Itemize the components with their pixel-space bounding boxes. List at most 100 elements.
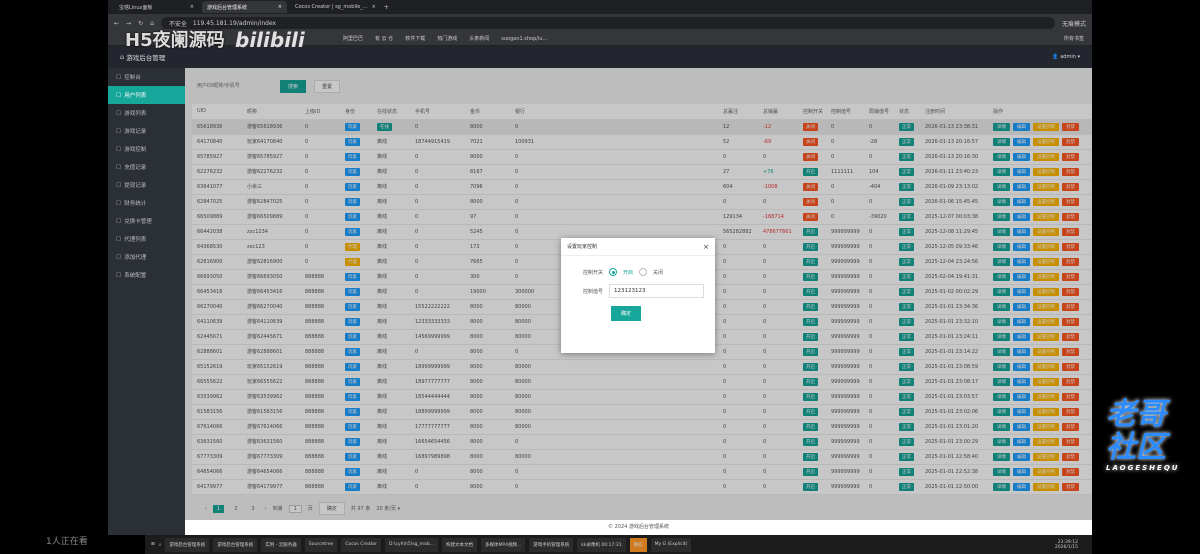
detail-button[interactable]: 详情: [993, 452, 1010, 461]
edit-button[interactable]: 编辑: [1013, 482, 1030, 491]
ban-button[interactable]: 封禁: [1062, 422, 1079, 431]
ban-button[interactable]: 封禁: [1062, 302, 1079, 311]
ban-button[interactable]: 封禁: [1062, 287, 1079, 296]
confirm-button[interactable]: 确定: [611, 306, 642, 321]
radio-off[interactable]: [639, 268, 648, 276]
ban-button[interactable]: 封禁: [1062, 362, 1079, 371]
edit-button[interactable]: 编辑: [1013, 122, 1030, 131]
edit-button[interactable]: 编辑: [1013, 377, 1030, 386]
edit-button[interactable]: 编辑: [1013, 137, 1030, 146]
control-switch-badge[interactable]: 开启: [803, 377, 818, 386]
detail-button[interactable]: 详情: [993, 197, 1010, 206]
ban-button[interactable]: 封禁: [1062, 137, 1079, 146]
search-input[interactable]: [197, 79, 272, 93]
detail-button[interactable]: 详情: [993, 302, 1010, 311]
ban-button[interactable]: 封禁: [1062, 272, 1079, 281]
detail-button[interactable]: 详情: [993, 122, 1010, 131]
ban-button[interactable]: 封禁: [1062, 482, 1079, 491]
detail-button[interactable]: 详情: [993, 317, 1010, 326]
sidebar-item[interactable]: ▢ 系统配置: [108, 266, 185, 284]
tab-admin[interactable]: 游戏后台管理系统 ×: [202, 1, 287, 13]
detail-button[interactable]: 详情: [993, 212, 1010, 221]
next-page[interactable]: ›: [264, 505, 267, 512]
detail-button[interactable]: 详情: [993, 437, 1010, 446]
edit-button[interactable]: 编辑: [1013, 362, 1030, 371]
edit-button[interactable]: 编辑: [1013, 197, 1030, 206]
bookmark[interactable]: suogan1.shop/lu...: [501, 35, 548, 42]
detail-button[interactable]: 详情: [993, 332, 1010, 341]
detail-button[interactable]: 详情: [993, 152, 1010, 161]
set-control-button[interactable]: 设置控制: [1033, 122, 1059, 131]
url-input[interactable]: 不安全 119.45.181.19/admin/index: [160, 17, 1055, 29]
taskbar-item[interactable]: 微信: [629, 537, 647, 552]
control-switch-badge[interactable]: 关闭: [803, 137, 818, 146]
sidebar-item[interactable]: ▢ 提现记录: [108, 176, 185, 194]
control-switch-badge[interactable]: 开启: [803, 272, 818, 281]
detail-button[interactable]: 详情: [993, 392, 1010, 401]
detail-button[interactable]: 详情: [993, 182, 1010, 191]
taskbar-item[interactable]: 多媒体MP4视频...: [480, 537, 526, 552]
control-switch-badge[interactable]: 开启: [803, 467, 818, 476]
set-control-button[interactable]: 设置控制: [1033, 152, 1059, 161]
control-switch-badge[interactable]: 开启: [803, 242, 818, 251]
control-switch-badge[interactable]: 开启: [803, 437, 818, 446]
set-control-button[interactable]: 设置控制: [1033, 302, 1059, 311]
sidebar-item[interactable]: ▢ 游戏记录: [108, 122, 185, 140]
sidebar-item[interactable]: ▢ 添加代理: [108, 248, 185, 266]
edit-button[interactable]: 编辑: [1013, 167, 1030, 176]
page-1[interactable]: 1: [213, 504, 225, 513]
detail-button[interactable]: 详情: [993, 257, 1010, 266]
set-control-button[interactable]: 设置控制: [1033, 287, 1059, 296]
ban-button[interactable]: 封禁: [1062, 257, 1079, 266]
edit-button[interactable]: 编辑: [1013, 437, 1030, 446]
control-switch-badge[interactable]: 关闭: [803, 197, 818, 206]
edit-button[interactable]: 编辑: [1013, 227, 1030, 236]
set-control-button[interactable]: 设置控制: [1033, 467, 1059, 476]
home-icon[interactable]: ⌂: [150, 19, 154, 27]
taskbar-item[interactable]: Sourcetree: [304, 537, 338, 552]
radio-on[interactable]: [609, 268, 618, 276]
control-value-input[interactable]: 123123123: [609, 284, 705, 298]
detail-button[interactable]: 详情: [993, 137, 1010, 146]
detail-button[interactable]: 详情: [993, 467, 1010, 476]
bookmark[interactable]: 热门游戏: [437, 36, 458, 42]
edit-button[interactable]: 编辑: [1013, 302, 1030, 311]
detail-button[interactable]: 详情: [993, 407, 1010, 416]
control-switch-badge[interactable]: 开启: [803, 452, 818, 461]
ban-button[interactable]: 封禁: [1062, 392, 1079, 401]
ban-button[interactable]: 封禁: [1062, 242, 1079, 251]
control-switch-badge[interactable]: 开启: [803, 227, 818, 236]
ban-button[interactable]: 封禁: [1062, 437, 1079, 446]
ban-button[interactable]: 封禁: [1062, 197, 1079, 206]
close-icon[interactable]: ×: [189, 4, 194, 10]
control-switch-badge[interactable]: 开启: [803, 407, 818, 416]
per-page-select[interactable]: 20 条/页 ▾: [376, 506, 401, 512]
taskbar-item[interactable]: 构建文本文档: [441, 537, 477, 552]
ban-button[interactable]: 封禁: [1062, 317, 1079, 326]
set-control-button[interactable]: 设置控制: [1033, 137, 1059, 146]
control-switch-badge[interactable]: 开启: [803, 362, 818, 371]
reload-icon[interactable]: ↻: [138, 19, 144, 27]
page-2[interactable]: 2: [234, 505, 238, 512]
search-icon[interactable]: ⌕: [158, 542, 162, 548]
control-switch-badge[interactable]: 开启: [803, 482, 818, 491]
ban-button[interactable]: 封禁: [1062, 122, 1079, 131]
set-control-button[interactable]: 设置控制: [1033, 317, 1059, 326]
set-control-button[interactable]: 设置控制: [1033, 212, 1059, 221]
user-menu[interactable]: 👤 admin ▾: [1052, 54, 1080, 60]
edit-button[interactable]: 编辑: [1013, 152, 1030, 161]
control-switch-badge[interactable]: 开启: [803, 302, 818, 311]
ban-button[interactable]: 封禁: [1062, 212, 1079, 221]
sidebar-item[interactable]: ▢ 游戏列表: [108, 104, 185, 122]
reset-button[interactable]: 重置: [314, 79, 341, 93]
bookmark[interactable]: 软件下载: [405, 36, 426, 42]
taskbar-item[interactable]: 游戏后台管理系统: [165, 537, 210, 552]
set-control-button[interactable]: 设置控制: [1033, 197, 1059, 206]
ban-button[interactable]: 封禁: [1062, 347, 1079, 356]
set-control-button[interactable]: 设置控制: [1033, 347, 1059, 356]
ban-button[interactable]: 封禁: [1062, 152, 1079, 161]
radio-on-label[interactable]: 开启: [623, 269, 634, 276]
control-switch-badge[interactable]: 开启: [803, 257, 818, 266]
taskbar-item[interactable]: My G (Explicit): [650, 537, 692, 552]
control-switch-badge[interactable]: 开启: [803, 347, 818, 356]
